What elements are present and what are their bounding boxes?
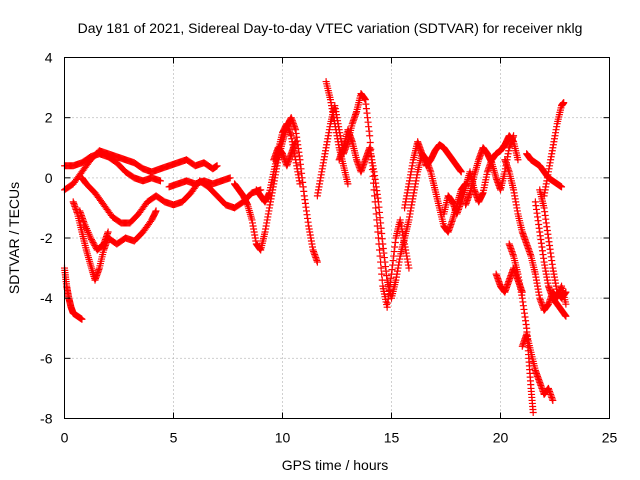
data-point bbox=[529, 408, 537, 416]
data-point bbox=[152, 207, 160, 215]
series-trace-19 bbox=[501, 156, 570, 314]
data-point bbox=[514, 156, 522, 164]
y-tick-label: 0 bbox=[45, 170, 53, 186]
series-trace-6 bbox=[165, 174, 234, 191]
data-point bbox=[560, 99, 568, 107]
x-tick-label: 20 bbox=[493, 430, 509, 446]
series-trace-7 bbox=[61, 264, 86, 323]
y-tick-label: -6 bbox=[40, 350, 53, 366]
y-tick-label: 4 bbox=[45, 50, 53, 66]
series-trace-8 bbox=[231, 114, 321, 266]
y-axis-label: SDTVAR / TECUs bbox=[6, 182, 22, 294]
x-tick-label: 10 bbox=[275, 430, 291, 446]
series-trace-9 bbox=[252, 120, 304, 206]
data-point bbox=[89, 239, 97, 247]
series-trace-14 bbox=[401, 138, 465, 212]
x-tick-label: 0 bbox=[61, 430, 69, 446]
data-point bbox=[374, 228, 382, 236]
data-point bbox=[296, 180, 304, 188]
data-point bbox=[292, 138, 300, 146]
x-tick-label: 25 bbox=[602, 430, 618, 446]
series-trace-2 bbox=[61, 147, 221, 194]
x-tick-label: 15 bbox=[384, 430, 400, 446]
data-point bbox=[376, 246, 384, 254]
series-trace-15 bbox=[440, 132, 522, 218]
data-point bbox=[104, 228, 112, 236]
data-point bbox=[88, 237, 96, 245]
data-point bbox=[78, 315, 86, 323]
series-trace-16 bbox=[462, 132, 518, 209]
x-axis-label: GPS time / hours bbox=[282, 457, 389, 473]
chart-title: Day 181 of 2021, Sidereal Day-to-day VTE… bbox=[78, 20, 583, 36]
data-point bbox=[373, 222, 381, 230]
series-trace-24 bbox=[536, 186, 570, 302]
series-trace-10 bbox=[270, 138, 300, 170]
data-point bbox=[378, 270, 386, 278]
series-trace-4 bbox=[76, 207, 112, 254]
data-point bbox=[457, 168, 465, 176]
data-point bbox=[344, 180, 352, 188]
series-trace-12 bbox=[322, 78, 352, 188]
data-point bbox=[558, 183, 566, 191]
series-trace-22 bbox=[531, 198, 570, 320]
data-point bbox=[372, 204, 380, 212]
data-point bbox=[226, 174, 234, 182]
data-point bbox=[374, 234, 382, 242]
data-point bbox=[90, 240, 98, 248]
data-point bbox=[562, 288, 570, 296]
data-point bbox=[87, 234, 95, 242]
y-tick-label: 2 bbox=[45, 110, 53, 126]
series-trace-20 bbox=[518, 330, 557, 404]
y-tick-label: -2 bbox=[40, 230, 53, 246]
x-tick-label: 5 bbox=[170, 430, 178, 446]
data-point bbox=[372, 210, 380, 218]
y-tick-label: -4 bbox=[40, 290, 53, 306]
data-point bbox=[376, 252, 384, 260]
data-point bbox=[405, 264, 413, 272]
series-trace-5 bbox=[78, 174, 265, 227]
data-point bbox=[549, 396, 557, 404]
axis-ticks: 0 5 10 15 20 25 -8 -6 -4 -2 0 2 4 bbox=[40, 50, 617, 446]
data-point bbox=[87, 236, 95, 244]
data-point bbox=[366, 132, 374, 140]
data-point bbox=[213, 162, 221, 170]
data-series bbox=[61, 78, 570, 416]
data-point bbox=[377, 264, 385, 272]
data-point bbox=[313, 258, 321, 266]
data-point bbox=[562, 300, 570, 308]
data-point bbox=[562, 312, 570, 320]
data-point bbox=[91, 242, 99, 250]
data-point bbox=[156, 177, 164, 185]
y-tick-label: -8 bbox=[40, 411, 53, 427]
data-point bbox=[510, 132, 518, 140]
